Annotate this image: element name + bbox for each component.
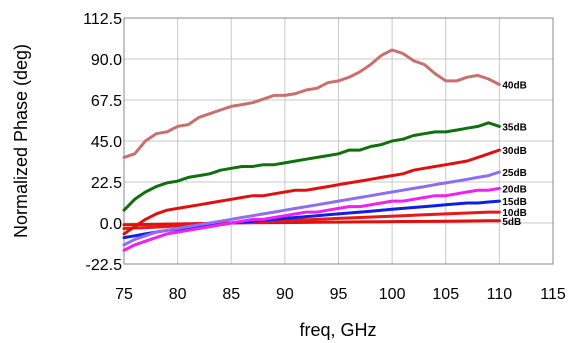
series-30dB-line [122, 148, 501, 236]
series-15dB-line [122, 199, 501, 240]
series-25dB-label: 25dB [502, 168, 526, 179]
series-40dB-line [122, 48, 501, 159]
y-tick-label: 67.5 [91, 93, 122, 110]
series-5dB-label: 5dB [502, 217, 521, 228]
series-20dB-label: 20dB [502, 184, 526, 195]
y-tick-label: 90.0 [91, 52, 122, 69]
y-axis-ticks: -22.5 0.0 22.5 45.0 67.5 90.0 112.5 [83, 11, 122, 274]
series-30dB-label: 30dB [502, 146, 526, 157]
x-tick-label: 110 [487, 286, 513, 303]
series-15dB-label: 15dB [502, 197, 526, 208]
series-35dB-line [122, 121, 501, 212]
x-axis-title: freq, GHz [299, 320, 376, 340]
x-tick-label: 100 [379, 286, 406, 303]
y-tick-label: -22.5 [86, 257, 123, 274]
plot-frame [123, 17, 554, 265]
x-tick-label: 95 [330, 286, 348, 303]
x-tick-label: 105 [432, 286, 459, 303]
series-10dB-line [122, 210, 501, 230]
y-tick-label: 0.0 [100, 216, 122, 233]
x-tick-label: 115 [540, 286, 566, 303]
x-axis-ticks: 75 80 85 90 95 100 105 110 115 [115, 286, 566, 303]
x-tick-label: 80 [169, 286, 187, 303]
series-10dB-label: 10dB [502, 208, 526, 219]
series-40dB-label: 40dB [502, 81, 526, 92]
series-35dB-label: 35dB [502, 122, 526, 133]
y-tick-label: 112.5 [83, 11, 122, 28]
y-tick-label: 45.0 [91, 134, 122, 151]
series-20dB-line [122, 186, 501, 252]
x-tick-label: 85 [222, 286, 240, 303]
y-axis-title: Normalized Phase (deg) [11, 44, 31, 238]
series-group [122, 48, 501, 252]
x-tick-label: 75 [115, 286, 133, 303]
x-tick-label: 90 [276, 286, 294, 303]
y-tick-label: 22.5 [91, 175, 122, 192]
series-25dB-line [122, 170, 501, 247]
